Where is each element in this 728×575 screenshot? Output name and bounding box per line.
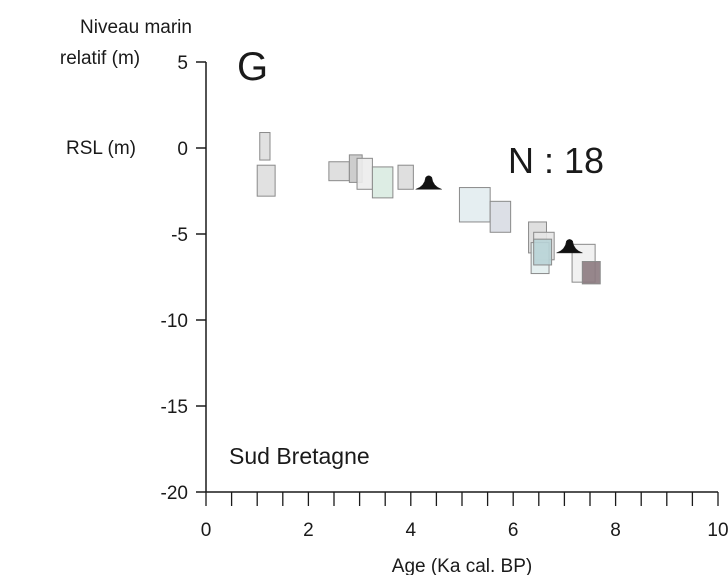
- data-box-1: [259, 132, 271, 161]
- y-axis-secondary-title: RSL (m): [66, 138, 136, 159]
- x-tick-label: 4: [406, 520, 417, 541]
- y-tick-label: 0: [177, 139, 188, 160]
- y-tick-label: -15: [161, 397, 188, 418]
- data-box-7: [397, 164, 414, 190]
- y-axis-title-line1: Niveau marin: [80, 17, 192, 38]
- data-box-5: [356, 157, 373, 190]
- panel-letter: G: [237, 45, 268, 89]
- marker-2: [556, 239, 583, 254]
- data-boxes: [256, 132, 601, 285]
- x-axis-title: Age (Ka cal. BP): [392, 556, 532, 575]
- x-tick-label: 10: [707, 520, 728, 541]
- region-label: Sud Bretagne: [229, 443, 370, 469]
- data-box-13: [533, 238, 553, 266]
- data-box-9: [489, 200, 512, 233]
- y-tick-label: 5: [177, 53, 188, 74]
- x-tick-label: 0: [201, 520, 212, 541]
- y-axis-title-line2: relatif (m): [60, 48, 140, 69]
- data-box-6: [371, 166, 394, 199]
- data-box-15: [581, 261, 601, 285]
- x-ticks: 0 2 4 6 8 10: [201, 492, 728, 541]
- axes: 5 0 -5 -10 -15 -20 0 2 4 6 8 10: [161, 53, 728, 541]
- sample-count: N : 18: [508, 140, 604, 181]
- data-box-3: [328, 161, 350, 182]
- y-tick-label: -5: [171, 225, 188, 246]
- x-tick-label: 8: [610, 520, 621, 541]
- x-tick-label: 2: [303, 520, 314, 541]
- marker-1: [415, 175, 442, 190]
- x-tick-label: 6: [508, 520, 519, 541]
- y-ticks: 5 0 -5 -10 -15 -20: [161, 53, 206, 504]
- y-tick-label: -20: [161, 483, 188, 504]
- data-markers: [415, 175, 583, 254]
- data-box-2: [256, 164, 276, 197]
- data-box-8: [458, 187, 491, 223]
- y-tick-label: -10: [161, 311, 188, 332]
